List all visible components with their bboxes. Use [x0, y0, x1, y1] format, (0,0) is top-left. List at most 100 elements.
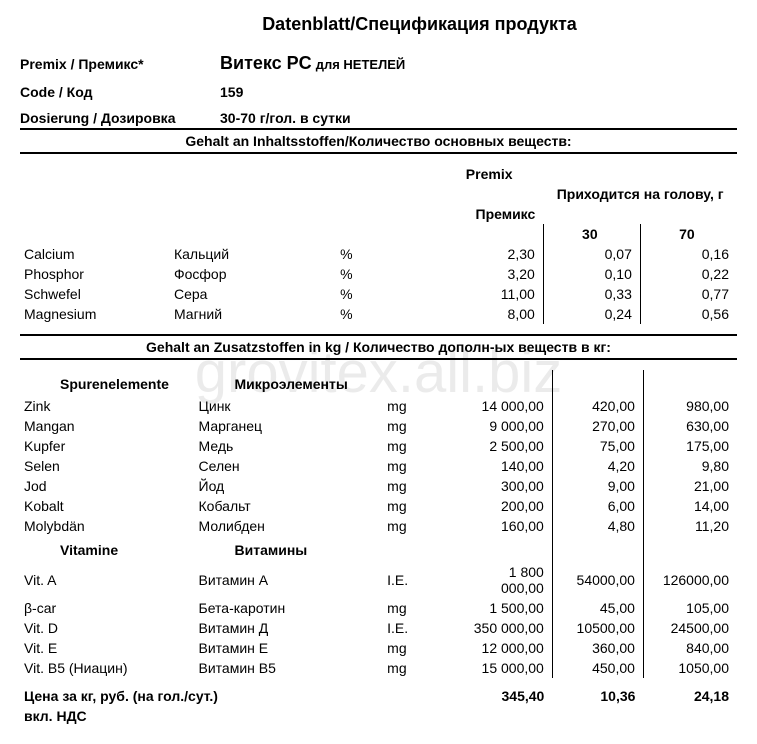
- cell-v2: 9,00: [552, 476, 643, 496]
- cell-ru: Витамин А: [195, 562, 384, 598]
- table-header-line3: Премикс: [20, 204, 737, 224]
- trace-header-ru: Микроэлементы: [195, 370, 384, 396]
- cell-unit: I.E.: [383, 562, 461, 598]
- cell-unit: mg: [383, 476, 461, 496]
- cell-v1: 11,00: [435, 284, 543, 304]
- cell-unit: %: [336, 284, 435, 304]
- cell-v2: 10500,00: [552, 618, 643, 638]
- cell-v1: 1 800 000,00: [461, 562, 552, 598]
- cell-v1: 14 000,00: [461, 396, 552, 416]
- cell-de: Vit. B5 (Ниацин): [20, 658, 195, 678]
- cell-v3: 105,00: [643, 598, 737, 618]
- cell-ru: Фосфор: [170, 264, 336, 284]
- code-label: Code / Код: [20, 84, 220, 100]
- cell-de: Mangan: [20, 416, 195, 436]
- cell-v3: 0,56: [640, 304, 737, 324]
- cell-unit: mg: [383, 436, 461, 456]
- product-subname: для НЕТЕЛЕЙ: [316, 57, 406, 72]
- code-value: 159: [220, 84, 243, 100]
- header-per-head: Приходится на голову, г: [543, 184, 737, 204]
- cell-ru: Витамин Е: [195, 638, 384, 658]
- cell-ru: Марганец: [195, 416, 384, 436]
- cell-unit: mg: [383, 638, 461, 658]
- header-premix-ru: Премикс: [435, 204, 543, 224]
- price-row: Цена за кг, руб. (на гол./сут.) 345,40 1…: [20, 678, 737, 706]
- cell-v1: 8,00: [435, 304, 543, 324]
- price-label: Цена за кг, руб. (на гол./сут.): [20, 678, 461, 706]
- trace-table: Spurenelemente Микроэлементы ZinkЦинкmg1…: [20, 370, 737, 726]
- cell-de: Calcium: [20, 244, 170, 264]
- cell-de: Phosphor: [20, 264, 170, 284]
- cell-v3: 175,00: [643, 436, 737, 456]
- cell-de: Jod: [20, 476, 195, 496]
- premix-label: Premix / Премикс*: [20, 56, 220, 72]
- cell-v1: 1 500,00: [461, 598, 552, 618]
- table-row: Vit. B5 (Ниацин)Витамин В5mg15 000,00450…: [20, 658, 737, 678]
- cell-v2: 0,07: [543, 244, 640, 264]
- cell-v2: 6,00: [552, 496, 643, 516]
- price-v3: 24,18: [643, 678, 737, 706]
- cell-ru: Медь: [195, 436, 384, 456]
- cell-v1: 2 500,00: [461, 436, 552, 456]
- header-dose70: 70: [640, 224, 737, 244]
- cell-v3: 0,16: [640, 244, 737, 264]
- cell-ru: Молибден: [195, 516, 384, 536]
- cell-unit: %: [336, 264, 435, 284]
- cell-ru: Магний: [170, 304, 336, 324]
- vit-body: Vit. AВитамин АI.E.1 800 000,0054000,001…: [20, 562, 737, 678]
- cell-v1: 12 000,00: [461, 638, 552, 658]
- code-row: Code / Код 159: [20, 84, 737, 100]
- cell-de: Selen: [20, 456, 195, 476]
- cell-v1: 200,00: [461, 496, 552, 516]
- cell-ru: Бета-каротин: [195, 598, 384, 618]
- cell-v3: 1050,00: [643, 658, 737, 678]
- cell-de: Vit. E: [20, 638, 195, 658]
- page-title: Datenblatt/Спецификация продукта: [102, 14, 737, 35]
- trace-subheader: Spurenelemente Микроэлементы: [20, 370, 737, 396]
- cell-unit: mg: [383, 516, 461, 536]
- cell-unit: mg: [383, 416, 461, 436]
- vit-header-de: Vitamine: [20, 536, 195, 562]
- table-row: Vit. DВитамин ДI.E.350 000,0010500,00245…: [20, 618, 737, 638]
- cell-v3: 980,00: [643, 396, 737, 416]
- cell-ru: Сера: [170, 284, 336, 304]
- table-row: SchwefelСера%11,000,330,77: [20, 284, 737, 304]
- cell-ru: Кобальт: [195, 496, 384, 516]
- cell-de: Vit. D: [20, 618, 195, 638]
- table-row: MagnesiumМагний%8,000,240,56: [20, 304, 737, 324]
- cell-v2: 420,00: [552, 396, 643, 416]
- cell-v2: 360,00: [552, 638, 643, 658]
- table-row: CalciumКальций%2,300,070,16: [20, 244, 737, 264]
- cell-v3: 0,22: [640, 264, 737, 284]
- table-row: SelenСеленmg140,004,209,80: [20, 456, 737, 476]
- table-row: β-carБета-каротинmg1 500,0045,00105,00: [20, 598, 737, 618]
- header-premix-de: Premix: [435, 164, 543, 184]
- cell-v2: 270,00: [552, 416, 643, 436]
- cell-v2: 0,24: [543, 304, 640, 324]
- cell-de: Magnesium: [20, 304, 170, 324]
- cell-de: β-car: [20, 598, 195, 618]
- section-main-title: Gehalt an Inhaltsstoffen/Количество осно…: [20, 128, 737, 154]
- dosage-value: 30-70 г/гол. в сутки: [220, 110, 351, 126]
- product-name: Витекс PC: [220, 53, 312, 74]
- table-row: ManganМарганецmg9 000,00270,00630,00: [20, 416, 737, 436]
- cell-v3: 9,80: [643, 456, 737, 476]
- price-v2: 10,36: [552, 678, 643, 706]
- cell-v2: 4,80: [552, 516, 643, 536]
- cell-v2: 54000,00: [552, 562, 643, 598]
- cell-unit: %: [336, 244, 435, 264]
- dosage-row: Dosierung / Дозировка 30-70 г/гол. в сут…: [20, 110, 737, 126]
- cell-v2: 75,00: [552, 436, 643, 456]
- table-row: ZinkЦинкmg14 000,00420,00980,00: [20, 396, 737, 416]
- cell-v2: 450,00: [552, 658, 643, 678]
- cell-v3: 21,00: [643, 476, 737, 496]
- cell-de: Kobalt: [20, 496, 195, 516]
- table-row: KobaltКобальтmg200,006,0014,00: [20, 496, 737, 516]
- cell-unit: I.E.: [383, 618, 461, 638]
- table-row: Vit. EВитамин Еmg12 000,00360,00840,00: [20, 638, 737, 658]
- cell-unit: mg: [383, 496, 461, 516]
- main-body: CalciumКальций%2,300,070,16PhosphorФосфо…: [20, 244, 737, 324]
- header-dose30: 30: [543, 224, 640, 244]
- cell-unit: mg: [383, 598, 461, 618]
- sheet: Datenblatt/Спецификация продукта Premix …: [0, 0, 757, 738]
